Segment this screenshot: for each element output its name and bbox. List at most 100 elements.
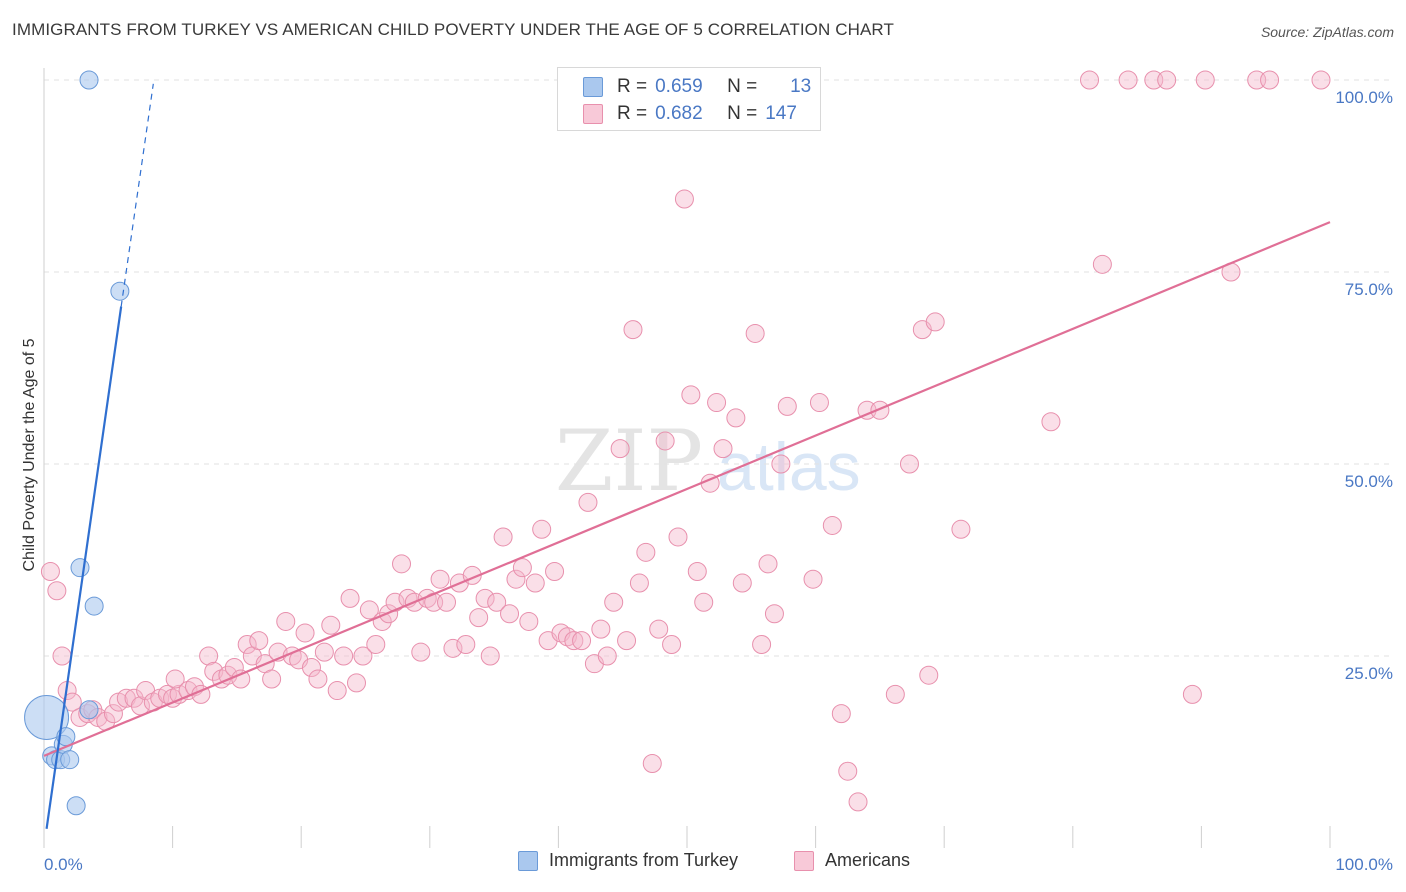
data-point-americans xyxy=(578,492,598,512)
data-point-americans xyxy=(617,631,637,651)
data-point-americans xyxy=(40,562,60,582)
stats-r-value: 0.682 xyxy=(655,103,703,124)
stats-n-value: 13 xyxy=(790,76,812,97)
data-point-americans xyxy=(610,439,630,459)
data-point-americans xyxy=(487,592,507,612)
data-point-americans xyxy=(848,792,868,812)
legend-item-americans: Americans xyxy=(794,850,910,871)
chart-source: Source: ZipAtlas.com xyxy=(1260,24,1394,40)
data-point-turkey xyxy=(79,700,99,720)
data-point-americans xyxy=(506,569,526,589)
data-point-americans xyxy=(642,754,662,774)
data-point-americans xyxy=(480,646,500,666)
data-point-americans xyxy=(204,661,224,681)
data-point-americans xyxy=(353,646,373,666)
data-point-americans xyxy=(519,611,539,631)
chart-title: IMMIGRANTS FROM TURKEY VS AMERICAN CHILD… xyxy=(12,20,894,39)
data-point-americans xyxy=(604,592,624,612)
stats-swatch-americans xyxy=(583,104,603,124)
data-point-americans xyxy=(919,665,939,685)
data-point-americans xyxy=(52,646,72,666)
data-point-americans xyxy=(726,408,746,428)
data-point-turkey xyxy=(66,796,86,816)
data-point-turkey xyxy=(84,596,104,616)
legend-label-americans: Americans xyxy=(825,850,911,870)
data-point-americans xyxy=(758,554,778,574)
data-point-americans xyxy=(752,634,772,654)
y-axis-label: Child Poverty Under the Age of 5 xyxy=(21,338,38,571)
data-point-americans xyxy=(512,558,532,578)
data-point-americans xyxy=(308,669,328,689)
data-point-americans xyxy=(681,385,701,405)
data-point-americans xyxy=(359,600,379,620)
data-point-americans xyxy=(366,634,386,654)
data-point-americans xyxy=(687,562,707,582)
data-point-americans xyxy=(443,638,463,658)
stats-r-label: R = xyxy=(617,76,648,97)
data-point-americans xyxy=(314,642,334,662)
legend-item-turkey: Immigrants from Turkey xyxy=(518,850,738,871)
data-point-americans xyxy=(545,562,565,582)
data-point-americans xyxy=(1092,254,1112,274)
stats-legend: R = 0.659 N = 13 R = 0.682 N = 147 xyxy=(557,67,821,131)
data-point-americans xyxy=(1080,70,1100,90)
data-point-americans xyxy=(327,681,347,701)
data-point-americans xyxy=(707,393,727,413)
data-point-americans xyxy=(885,684,905,704)
data-point-americans xyxy=(822,515,842,535)
stats-n-label: N = xyxy=(727,76,758,97)
data-point-americans xyxy=(469,608,489,628)
data-point-americans xyxy=(430,569,450,589)
stats-r-value: 0.659 xyxy=(655,76,703,97)
legend-swatch-americans xyxy=(794,850,814,871)
data-point-turkey xyxy=(110,281,130,301)
stats-row-turkey: R = 0.659 N = 13 xyxy=(558,73,811,101)
data-point-turkey xyxy=(79,70,99,90)
data-point-americans xyxy=(237,634,257,654)
data-point-americans xyxy=(295,623,315,643)
stats-r-label: R = xyxy=(617,103,648,124)
data-point-americans xyxy=(1260,70,1280,90)
legend-swatch-turkey xyxy=(518,850,538,871)
data-point-turkey xyxy=(24,694,70,740)
data-point-americans xyxy=(301,658,321,678)
data-point-americans xyxy=(629,573,649,593)
data-point-americans xyxy=(103,704,123,724)
data-point-americans xyxy=(47,581,67,601)
data-point-americans xyxy=(340,588,360,608)
data-point-americans xyxy=(899,454,919,474)
data-point-turkey xyxy=(70,558,90,578)
data-point-americans xyxy=(732,573,752,593)
data-point-americans xyxy=(1195,70,1215,90)
data-point-americans xyxy=(346,673,366,693)
data-point-americans xyxy=(165,669,185,689)
series-legend: Immigrants from Turkey Americans xyxy=(0,850,1406,880)
data-point-americans xyxy=(623,320,643,340)
data-point-americans xyxy=(1118,70,1138,90)
data-point-americans xyxy=(62,692,82,712)
data-point-americans xyxy=(1182,684,1202,704)
y-tick-label: 50.0% xyxy=(1345,472,1393,491)
y-tick-label: 100.0% xyxy=(1335,88,1393,107)
data-point-americans xyxy=(838,761,858,781)
americans-points xyxy=(40,70,1331,812)
data-point-americans xyxy=(572,631,592,651)
watermark-zip: ZIP xyxy=(555,412,703,510)
data-point-americans xyxy=(764,604,784,624)
data-point-americans xyxy=(951,519,971,539)
data-point-americans xyxy=(636,542,656,562)
data-point-americans xyxy=(809,393,829,413)
x-tick-labels: 0.0% 100.0% xyxy=(44,855,1393,874)
stats-n-value: 147 xyxy=(765,103,797,124)
data-point-americans xyxy=(124,688,144,708)
data-point-americans xyxy=(655,431,675,451)
trend-line-americans xyxy=(43,221,1331,757)
data-point-americans xyxy=(334,646,354,666)
data-point-turkey xyxy=(60,750,80,770)
data-point-americans xyxy=(500,604,520,624)
data-point-americans xyxy=(771,454,791,474)
trend-lines xyxy=(43,83,1331,829)
x-tick-label-max: 100.0% xyxy=(1335,855,1393,874)
data-point-americans xyxy=(199,646,219,666)
